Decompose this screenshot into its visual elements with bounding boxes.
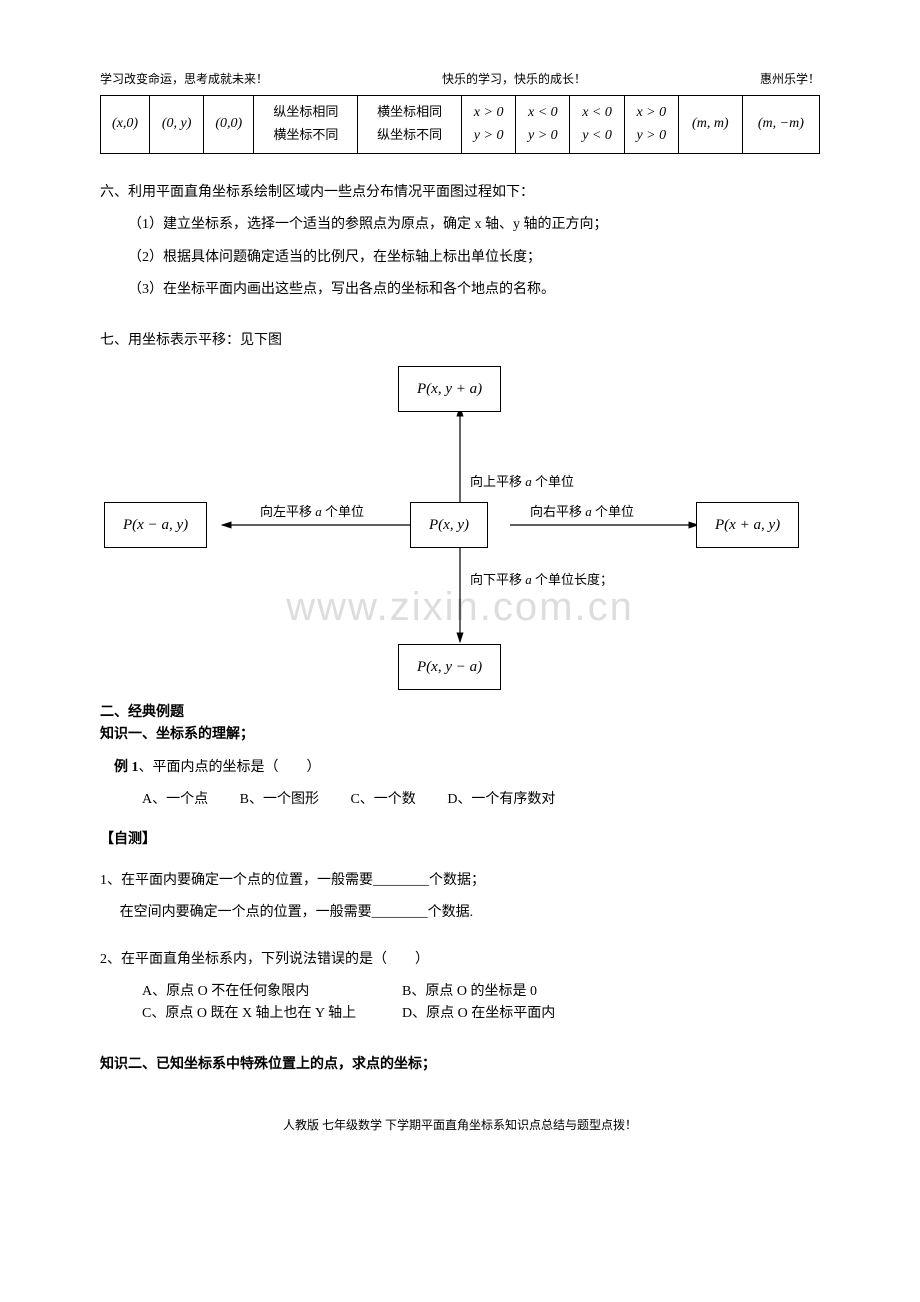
example-1-options: A、一个点 B、一个图形 C、一个数 D、一个有序数对: [100, 789, 820, 811]
cell-text: 纵坐标相同横坐标不同: [273, 104, 338, 141]
self-test-heading: 【自测】: [100, 829, 820, 851]
knowledge-2-heading: 知识二、已知坐标系中特殊位置上的点，求点的坐标；: [100, 1054, 820, 1076]
box-right: P(x + a, y): [696, 502, 799, 548]
option-b: B、原点 O 的坐标是 0: [402, 981, 662, 1003]
cell: (x,0): [101, 96, 150, 154]
box-center: P(x, y): [410, 502, 488, 548]
section-6-title: 六、利用平面直角坐标系绘制区域内一些点分布情况平面图过程如下：: [100, 182, 820, 204]
cell-text: x < 0y > 0: [528, 105, 558, 142]
cell-text: x < 0y < 0: [582, 105, 612, 142]
option-a: A、一个点: [142, 789, 208, 811]
cell: x < 0y < 0: [570, 96, 624, 154]
page-footer: 人教版 七年级数学 下学期平面直角坐标系知识点总结与题型点拨！: [100, 1116, 820, 1135]
cell: (m, m): [678, 96, 742, 154]
box-left: P(x − a, y): [104, 502, 207, 548]
option-a: A、原点 O 不在任何象限内: [142, 981, 402, 1003]
cell: (0,0): [204, 96, 254, 154]
example-1-question: 例 1、平面内点的坐标是（ ）: [100, 757, 820, 779]
cell-text: x > 0y > 0: [474, 105, 504, 142]
page-header: 学习改变命运，思考成就未来！ 快乐的学习，快乐的成长！ 惠州乐学！: [100, 70, 820, 89]
option-c: C、一个数: [350, 789, 415, 811]
cell: x > 0y > 0: [624, 96, 678, 154]
box-up: P(x, y + a): [398, 366, 501, 412]
ex1-label: 例 1: [114, 760, 139, 775]
label-up: 向上平移 a 个单位: [470, 472, 574, 493]
option-b: B、一个图形: [240, 789, 319, 811]
section-examples-heading: 二、经典例题: [100, 702, 820, 724]
section-6-item: （3）在坐标平面内画出这些点，写出各点的坐标和各个地点的名称。: [100, 279, 820, 301]
translation-diagram: P(x, y) P(x, y + a) P(x, y − a) P(x − a,…: [100, 362, 820, 692]
section-6-item: （2）根据具体问题确定适当的比例尺，在坐标轴上标出单位长度；: [100, 247, 820, 269]
q1-line2: 在空间内要确定一个点的位置，一般需要________个数据.: [100, 902, 820, 924]
q2-options: A、原点 O 不在任何象限内 B、原点 O 的坐标是 0 C、原点 O 既在 X…: [100, 981, 820, 1026]
section-6-item: （1）建立坐标系，选择一个适当的参照点为原点，确定 x 轴、y 轴的正方向；: [100, 214, 820, 236]
cell: (m, −m): [742, 96, 819, 154]
option-d: D、一个有序数对: [447, 789, 555, 811]
option-d: D、原点 O 在坐标平面内: [402, 1003, 662, 1025]
header-left: 学习改变命运，思考成就未来！: [100, 70, 268, 89]
option-c: C、原点 O 既在 X 轴上也在 Y 轴上: [142, 1003, 402, 1025]
q1-line1: 1、在平面内要确定一个点的位置，一般需要________个数据；: [100, 870, 820, 892]
cell-text: 横坐标相同纵坐标不同: [377, 104, 442, 141]
knowledge-1-heading: 知识一、坐标系的理解；: [100, 724, 820, 746]
q2-question: 2、在平面直角坐标系内，下列说法错误的是（ ）: [100, 949, 820, 971]
cell: 纵坐标相同横坐标不同: [254, 96, 358, 154]
label-down: 向下平移 a 个单位长度；: [470, 570, 613, 591]
label-right: 向右平移 a 个单位: [530, 502, 634, 523]
label-left: 向左平移 a 个单位: [260, 502, 364, 523]
cell: 横坐标相同纵坐标不同: [358, 96, 462, 154]
cell: x > 0y > 0: [462, 96, 516, 154]
coord-table: (x,0) (0, y) (0,0) 纵坐标相同横坐标不同 横坐标相同纵坐标不同…: [100, 95, 820, 154]
header-right: 惠州乐学！: [760, 70, 820, 89]
cell-text: x > 0y > 0: [636, 105, 666, 142]
table-row: (x,0) (0, y) (0,0) 纵坐标相同横坐标不同 横坐标相同纵坐标不同…: [101, 96, 820, 154]
box-down: P(x, y − a): [398, 644, 501, 690]
cell: x < 0y > 0: [516, 96, 570, 154]
header-mid: 快乐的学习，快乐的成长！: [442, 70, 586, 89]
section-7-title: 七、用坐标表示平移：见下图: [100, 330, 820, 352]
cell: (0, y): [150, 96, 204, 154]
